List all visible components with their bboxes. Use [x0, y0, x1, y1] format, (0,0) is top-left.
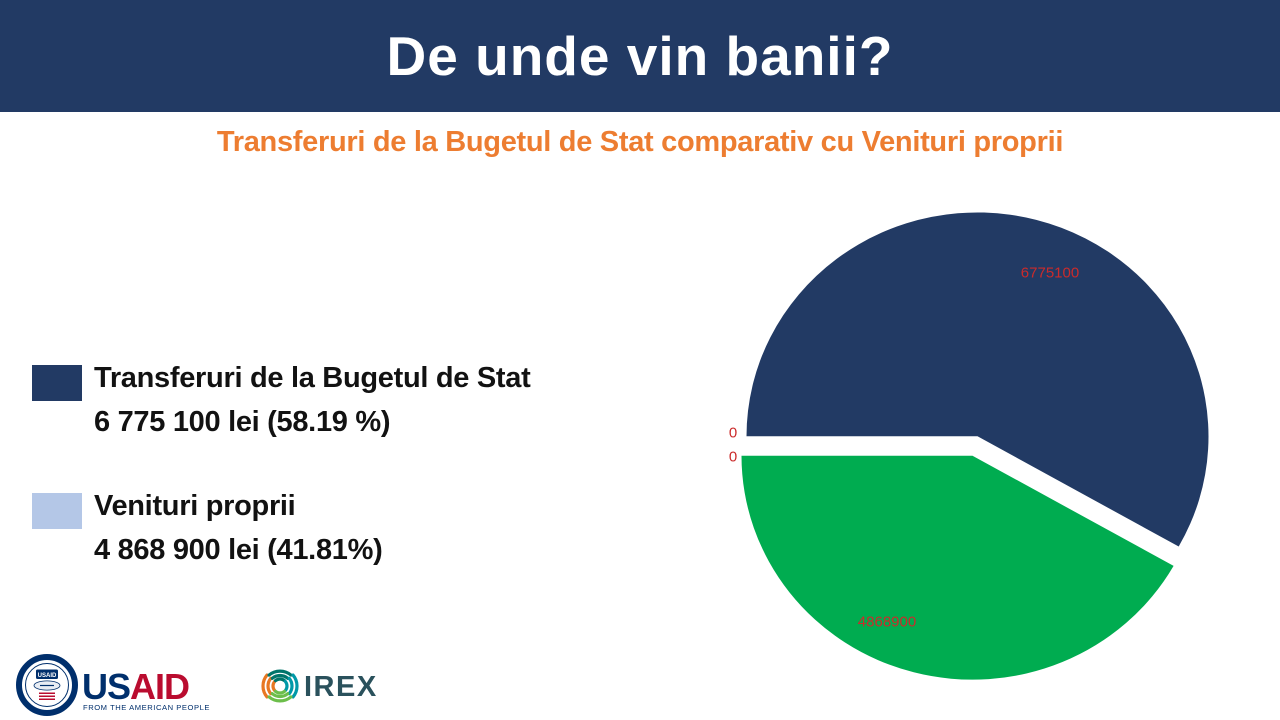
irex-pinwheel-icon	[261, 669, 299, 703]
data-label-zero-1: 0	[728, 424, 738, 442]
legend-item-venituri: Venituri proprii 4 868 900 lei (41.81%)	[32, 484, 530, 572]
usaid-wordmark-us: US	[82, 666, 130, 707]
title-bar: De unde vin banii?	[0, 0, 1280, 112]
irex-wordmark: IREX	[304, 671, 378, 703]
chart-legend: Transferuri de la Bugetul de Stat 6 775 …	[32, 356, 531, 612]
data-label-transferuri: 6775100	[1020, 264, 1080, 282]
usaid-seal-icon: USAID	[16, 654, 78, 716]
data-label-venituri: 4868900	[857, 613, 917, 631]
data-label-zero-2: 0	[728, 448, 738, 466]
legend-swatch-transferuri	[32, 365, 82, 401]
svg-text:USAID: USAID	[82, 666, 189, 707]
slide-title: De unde vin banii?	[386, 25, 894, 87]
pie-chart	[741, 212, 1209, 680]
pie-slice-0	[746, 212, 1209, 547]
legend-value-transferuri: 6 775 100 lei (58.19 %)	[94, 406, 391, 438]
legend-label-transferuri: Transferuri de la Bugetul de Stat	[94, 362, 531, 394]
usaid-logo: USAID USAID FROM THE AMERICAN PEOPLE	[16, 654, 210, 716]
legend-label-venituri: Venituri proprii	[94, 490, 296, 522]
chart-subtitle: Transferuri de la Bugetul de Stat compar…	[216, 126, 1064, 158]
usaid-tagline: FROM THE AMERICAN PEOPLE	[83, 703, 210, 712]
pie-slice-1	[741, 455, 1174, 680]
legend-value-venituri: 4 868 900 lei (41.81%)	[94, 534, 383, 566]
usaid-wordmark-aid: AID	[130, 666, 189, 707]
pie-chart-area: 6775100 4868900 0 0	[640, 200, 1260, 700]
legend-swatch-venituri	[32, 493, 82, 529]
usaid-seal-label: USAID	[38, 673, 57, 679]
irex-logo: IREX	[261, 669, 378, 703]
legend-item-transferuri: Transferuri de la Bugetul de Stat 6 775 …	[32, 356, 531, 444]
